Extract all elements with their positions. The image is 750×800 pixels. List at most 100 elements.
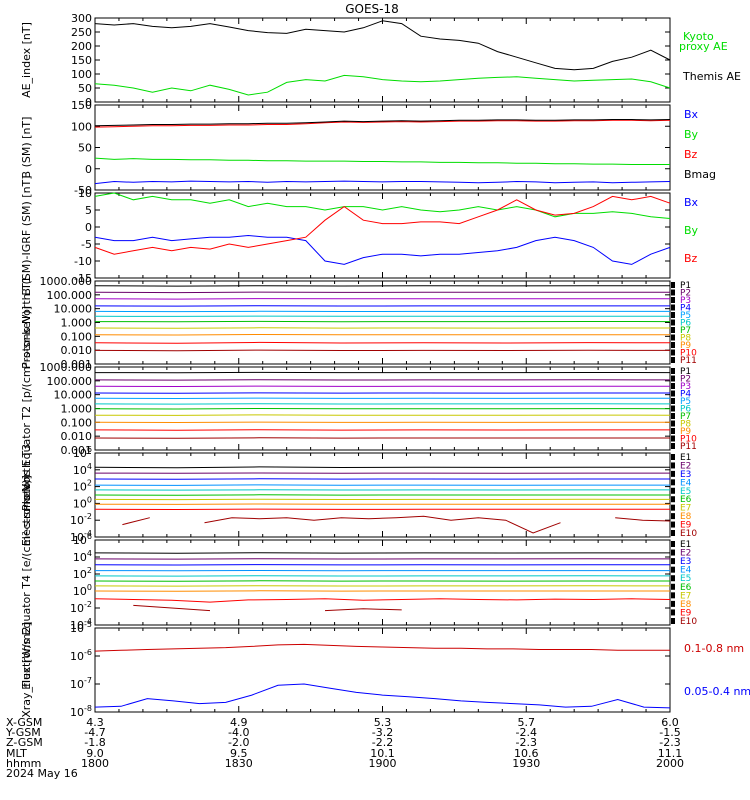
legend-p7: P7 xyxy=(680,412,691,422)
legend-p5: P5 xyxy=(680,397,691,407)
legend-proxy-ae: proxy AE xyxy=(679,40,728,53)
figure-title: GOES-18 xyxy=(345,2,399,16)
channel-marker xyxy=(671,435,675,442)
series-bmag xyxy=(94,119,671,127)
channel-marker xyxy=(671,319,675,326)
channel-marker xyxy=(671,496,675,503)
channel-marker xyxy=(671,349,675,356)
series-0-05-0-4-nm xyxy=(94,683,671,709)
series-p8 xyxy=(94,327,670,329)
y-tick-label: 0.001 xyxy=(61,444,93,457)
panel-p_equator: 0.0010.0100.1001.00010.000100.0001000.00… xyxy=(20,306,697,511)
plot-frame xyxy=(94,192,671,279)
legend-by-igrf: By xyxy=(684,224,699,237)
legend-themis-ae: Themis AE xyxy=(682,70,741,83)
y-tick-label: 10-8 xyxy=(70,704,92,719)
legend-xray-long: 0.1-0.8 nm xyxy=(684,642,744,655)
channel-marker xyxy=(671,342,675,348)
x-tick-y: -3.2 xyxy=(372,726,393,739)
plot-frame xyxy=(94,627,671,713)
legend-p4: P4 xyxy=(680,304,691,314)
series-p10 xyxy=(94,341,671,344)
legend-p10: P10 xyxy=(680,349,697,359)
x-tick-x: 4.9 xyxy=(230,716,248,729)
panel-p_north: 0.0010.0100.1001.00010.000100.0001000.00… xyxy=(20,275,697,371)
y-tick-label: 150 xyxy=(71,54,92,67)
series-p11 xyxy=(94,349,671,352)
y-tick-label: 100 xyxy=(73,495,92,510)
series-e4 xyxy=(94,484,670,486)
y-tick-label: 10.000 xyxy=(54,303,93,316)
x-tick-z: -2.3 xyxy=(516,736,537,749)
panel-xray: 10-8 10-7 10-6 10-5 Xray_flux [W/m2] xyxy=(20,620,671,719)
x-row-label-4: hhmm xyxy=(6,757,41,770)
channel-marker xyxy=(671,383,675,389)
channel-marker xyxy=(671,420,675,427)
x-tick-hhmm: 1900 xyxy=(369,757,397,770)
y-axis-label: AE_index [nT] xyxy=(20,22,33,98)
y-tick-label: -50 xyxy=(74,184,92,197)
y-tick-label: 10-4 xyxy=(70,617,92,632)
channel-marker xyxy=(671,405,675,412)
channel-marker xyxy=(671,334,675,341)
series-p8 xyxy=(94,414,671,416)
channel-marker xyxy=(671,413,675,419)
y-axis-label: Protons North T1 xyxy=(20,276,33,369)
y-tick-label: 10.000 xyxy=(54,389,93,402)
plot-frame xyxy=(94,104,671,191)
legend-p6: P6 xyxy=(680,405,691,415)
series-e1 xyxy=(94,552,670,554)
legend-p1: P1 xyxy=(680,367,691,377)
y-tick-label: 106 xyxy=(73,532,92,547)
legend-bx: Bx xyxy=(684,108,699,121)
legend-e4: E4 xyxy=(680,566,692,576)
x-tick-hhmm: 1930 xyxy=(512,757,540,770)
legend-e7: E7 xyxy=(680,504,691,514)
series-bx xyxy=(94,180,671,185)
y-tick-label: 106 xyxy=(73,445,92,460)
y-tick-label: -5 xyxy=(81,238,92,251)
channel-marker xyxy=(671,609,675,616)
channel-marker xyxy=(671,398,675,404)
legend-e10: E10 xyxy=(680,529,697,539)
x-tick-y: -2.4 xyxy=(516,726,537,739)
legend-e7: E7 xyxy=(680,591,691,601)
y-axis-label: Protons Equator T2 [p/(cm²-s-sr-keV)] xyxy=(20,306,33,511)
channel-marker xyxy=(671,479,675,486)
y-tick-label: -10 xyxy=(74,255,92,268)
channel-marker xyxy=(671,462,675,469)
series-bz xyxy=(94,119,671,128)
legend-xray-short: 0.05-0.4 nm xyxy=(684,685,750,698)
y-tick-label: 100.000 xyxy=(47,375,93,388)
series-e10 xyxy=(133,604,402,612)
y-tick-label: 10-2 xyxy=(70,600,92,615)
legend-e5: E5 xyxy=(680,487,691,497)
y-tick-label: 0 xyxy=(85,221,92,234)
channel-marker xyxy=(671,357,675,363)
channel-marker xyxy=(671,530,675,536)
channel-marker xyxy=(671,443,675,449)
y-axis-label: Electrons North T3 xyxy=(20,444,33,546)
legend-p10: P10 xyxy=(680,435,697,445)
channel-marker xyxy=(671,618,675,624)
x-tick-x: 6.0 xyxy=(661,716,679,729)
channel-marker xyxy=(671,541,675,547)
x-tick-mlt: 9.5 xyxy=(230,747,248,760)
x-row-label-5: 2024 May 16 xyxy=(6,767,78,780)
x-tick-x: 5.7 xyxy=(518,716,536,729)
channel-marker xyxy=(671,454,675,460)
legend-p2: P2 xyxy=(680,375,691,385)
x-tick-mlt: 11.1 xyxy=(658,747,683,760)
channel-marker xyxy=(671,592,675,599)
x-tick-hhmm: 2000 xyxy=(656,757,684,770)
y-axis-label: B (SM) [nT] xyxy=(20,117,33,179)
channel-marker xyxy=(671,600,675,607)
channel-marker xyxy=(671,575,675,582)
x-tick-hhmm: 1830 xyxy=(225,757,253,770)
x-tick-z: -2.0 xyxy=(228,736,249,749)
legend-p5: P5 xyxy=(680,311,691,321)
